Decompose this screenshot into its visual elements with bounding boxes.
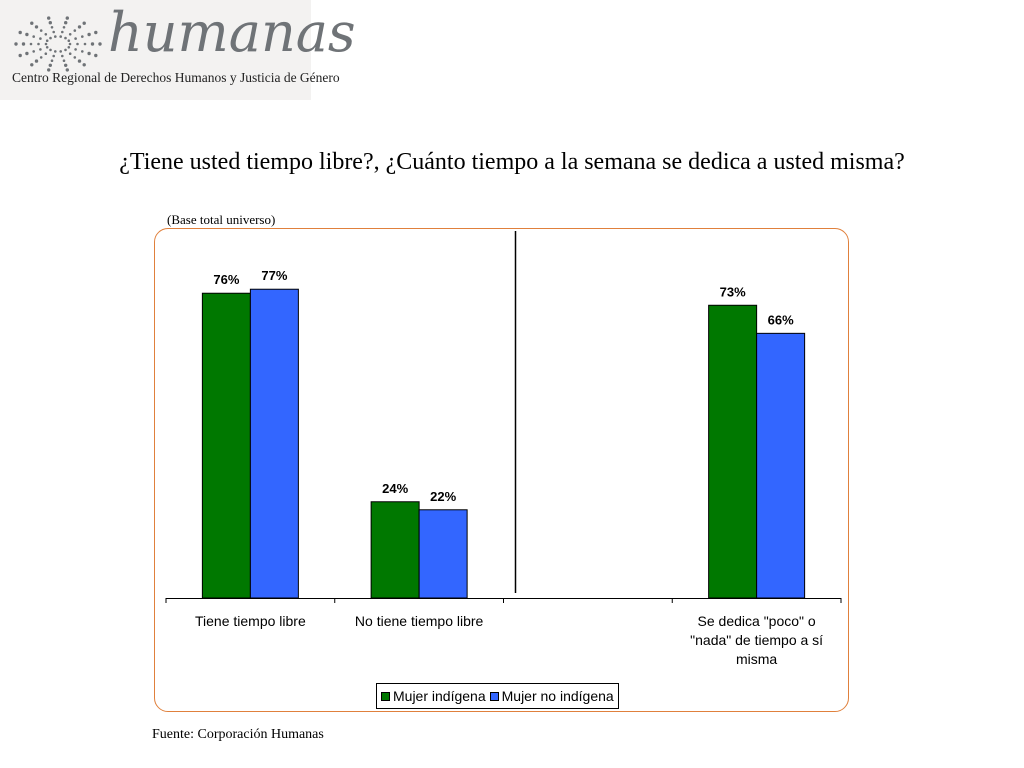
logo-wordmark: humanas — [108, 1, 356, 64]
legend-swatch-series-2 — [489, 691, 499, 701]
data-label-0-1: 77% — [261, 268, 287, 283]
bar-0-0 — [201, 292, 251, 599]
logo-subtitle: Centro Regional de Derechos Humanos y Ju… — [12, 70, 340, 85]
legend-label-series-1: Mujer indígena — [393, 688, 486, 704]
data-label-3-0: 73% — [720, 284, 746, 299]
logo: humanas Centro Regional de Derechos Huma… — [0, 0, 356, 100]
legend-item-series-2: Mujer no indígena — [489, 688, 614, 704]
category-label-3-line-1: "nada" de tiempo a sí — [690, 632, 823, 648]
chart-frame — [154, 228, 849, 712]
category-label-3-line-0: Se dedica "poco" o — [698, 613, 816, 629]
legend-label-series-2: Mujer no indígena — [501, 688, 614, 704]
bar-0-1 — [249, 288, 299, 599]
logo-emblem-icon — [14, 16, 102, 72]
bar-1-1 — [418, 509, 468, 599]
slide-title: ¿Tiene usted tiempo libre?, ¿Cuánto tiem… — [119, 149, 905, 175]
bar-3-0 — [708, 304, 758, 599]
data-label-0-0: 76% — [213, 272, 239, 287]
source-note: Fuente: Corporación Humanas — [152, 727, 324, 742]
data-label-3-1: 66% — [768, 312, 794, 327]
legend-item-series-1: Mujer indígena — [381, 688, 486, 704]
category-label-0: Tiene tiempo libre — [195, 613, 306, 629]
base-note: (Base total universo) — [167, 212, 276, 227]
category-label-3-line-2: misma — [736, 651, 777, 667]
legend: Mujer indígena Mujer no indígena — [376, 683, 619, 709]
bar-3-1 — [756, 332, 806, 599]
bar-1-0 — [370, 501, 420, 599]
legend-swatch-series-1 — [381, 691, 390, 701]
category-label-1: No tiene tiempo libre — [355, 613, 484, 629]
data-label-1-1: 22% — [430, 489, 456, 504]
data-label-1-0: 24% — [382, 481, 408, 496]
